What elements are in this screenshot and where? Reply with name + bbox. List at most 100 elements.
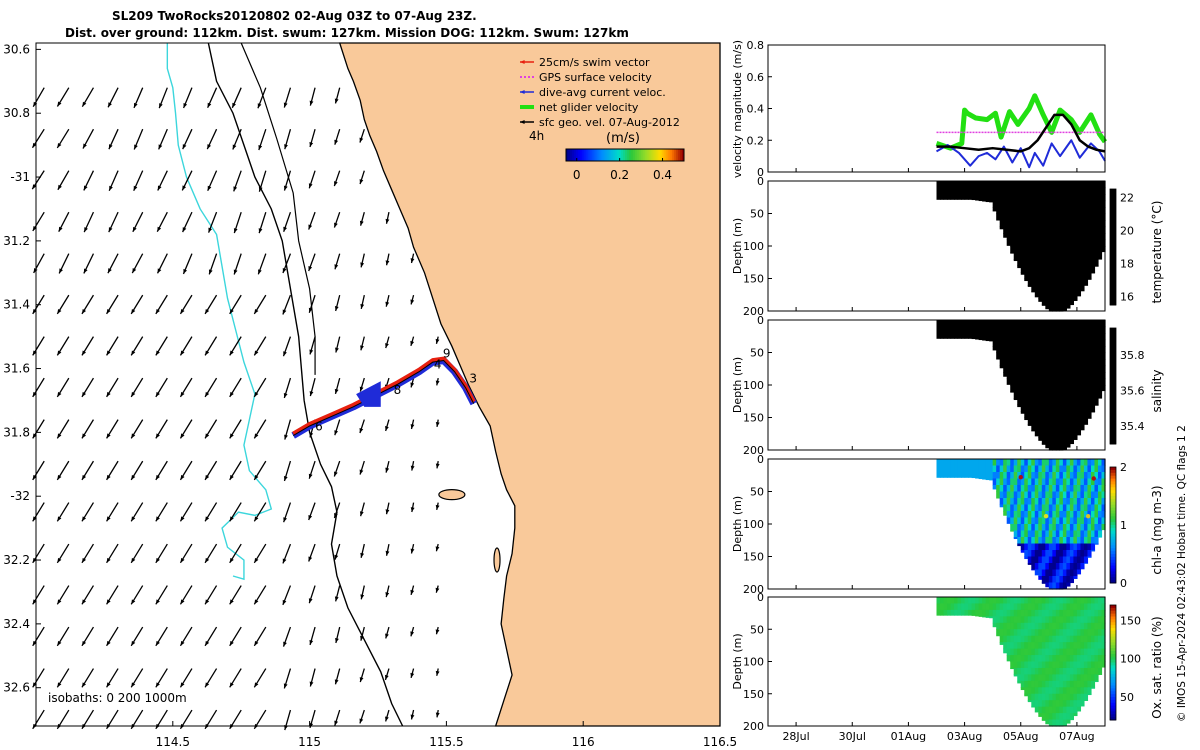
profile-cell (1087, 472, 1092, 480)
profile-cell (1073, 498, 1078, 506)
geo-vector-head (233, 186, 238, 192)
geo-vector-head (133, 102, 138, 108)
profile-colorbar-frame (1109, 466, 1117, 584)
profile-cell (1017, 259, 1022, 267)
profile-cell (1031, 246, 1036, 254)
profile-cell (1055, 194, 1060, 202)
geo-vector-head (180, 682, 185, 688)
profile-cell (999, 635, 1004, 643)
profile-colorbar-tick-label: 18 (1120, 258, 1134, 271)
profile-cell (1062, 181, 1067, 189)
profile-cell (1055, 597, 1060, 605)
colorbar-cell (587, 149, 591, 161)
profile-cell (950, 465, 955, 473)
glider-track-net (292, 360, 475, 436)
profile-cell (1013, 372, 1018, 380)
geo-vector-head (229, 682, 234, 688)
profile-ytick-label: 150 (743, 551, 764, 564)
profile-cell (992, 478, 997, 486)
profile-cell (1080, 622, 1085, 630)
profile-cell (1041, 609, 1046, 617)
profile-cell (1076, 629, 1082, 637)
profile-cell (1062, 504, 1067, 512)
profile-cell (1080, 246, 1085, 254)
profile-cell (1087, 378, 1092, 386)
profile-cell (1097, 655, 1103, 663)
profile-colorbar-cell (1110, 565, 1116, 569)
map-ytick-label: 30.6 (3, 42, 30, 56)
profile-cell (1041, 524, 1046, 532)
profile-cell (954, 326, 959, 334)
profile-cell (1094, 680, 1099, 683)
geo-vector-head (57, 557, 62, 563)
profile-cell (1097, 603, 1103, 611)
profile-cell (1034, 291, 1039, 298)
profile-cell (1101, 622, 1106, 630)
profile-cell (1048, 706, 1053, 714)
profile-cell (1097, 642, 1103, 650)
profile-cell (1024, 629, 1029, 637)
profile-cell (1052, 411, 1057, 419)
profile-cell (1090, 259, 1096, 267)
profile-cell (1041, 404, 1046, 412)
profile-cell (1066, 504, 1071, 512)
profile-cell (1031, 226, 1036, 234)
profile-cell (1052, 424, 1057, 432)
profile-cell (943, 181, 948, 189)
profile-cell (1024, 603, 1029, 611)
profile-cell (992, 333, 997, 341)
profile-cell (1087, 635, 1092, 643)
profile-cell (1073, 597, 1078, 605)
profile-cell (992, 616, 997, 624)
profile-cell (1010, 629, 1015, 637)
geo-vector-head (155, 516, 160, 522)
profile-cell (1038, 629, 1043, 637)
profile-cell (999, 207, 1004, 215)
geo-vector-head (308, 224, 313, 230)
profile-cell (1038, 326, 1043, 334)
profile-cell (1066, 642, 1071, 650)
profile-cell (1045, 563, 1050, 571)
profile-cell (1034, 359, 1039, 367)
profile-cell (1052, 259, 1057, 267)
profile-cell (1034, 391, 1039, 399)
geo-vector-head (180, 640, 185, 646)
profile-cell (1038, 537, 1043, 545)
geo-vector-head (83, 185, 88, 191)
profile-cell (1101, 226, 1106, 234)
profile-cell (1066, 597, 1071, 605)
profile-cell (1087, 346, 1092, 354)
profile-cell (1034, 563, 1039, 571)
profile-cell (1020, 352, 1025, 360)
profile-cell (1087, 404, 1092, 412)
profile-cell (1020, 603, 1025, 611)
profile-cell (1090, 635, 1096, 643)
profile-cell (1010, 667, 1015, 670)
geo-vector-head (106, 557, 111, 563)
geo-vector-head (132, 226, 137, 232)
profile-cell (1027, 239, 1032, 247)
profile-cell (947, 181, 952, 189)
profile-cell (978, 181, 983, 189)
profile-cell (1027, 459, 1032, 467)
geo-vector-head (334, 720, 339, 726)
map-xtick-label: 114.5 (156, 735, 190, 749)
geo-vector-head (435, 338, 440, 344)
profile-cell (1083, 511, 1089, 519)
profile-cell (1031, 359, 1036, 367)
profile-cell (1062, 693, 1067, 701)
colorbar-cell (646, 149, 650, 161)
profile-cell (961, 194, 966, 200)
profile-cell (1059, 543, 1064, 551)
profile-cell (1024, 597, 1029, 605)
geo-vector-head (385, 301, 390, 307)
profile-cell (1027, 246, 1032, 254)
profile-cell (1080, 642, 1085, 650)
profile-cell (1090, 246, 1096, 254)
profile-cell (1062, 304, 1067, 312)
chla-hotspot (1091, 476, 1096, 481)
profile-cell (996, 459, 1001, 467)
profile-colorbar-cell (1110, 409, 1116, 413)
profile-cell (1083, 537, 1089, 545)
profile-cell (1006, 655, 1011, 662)
